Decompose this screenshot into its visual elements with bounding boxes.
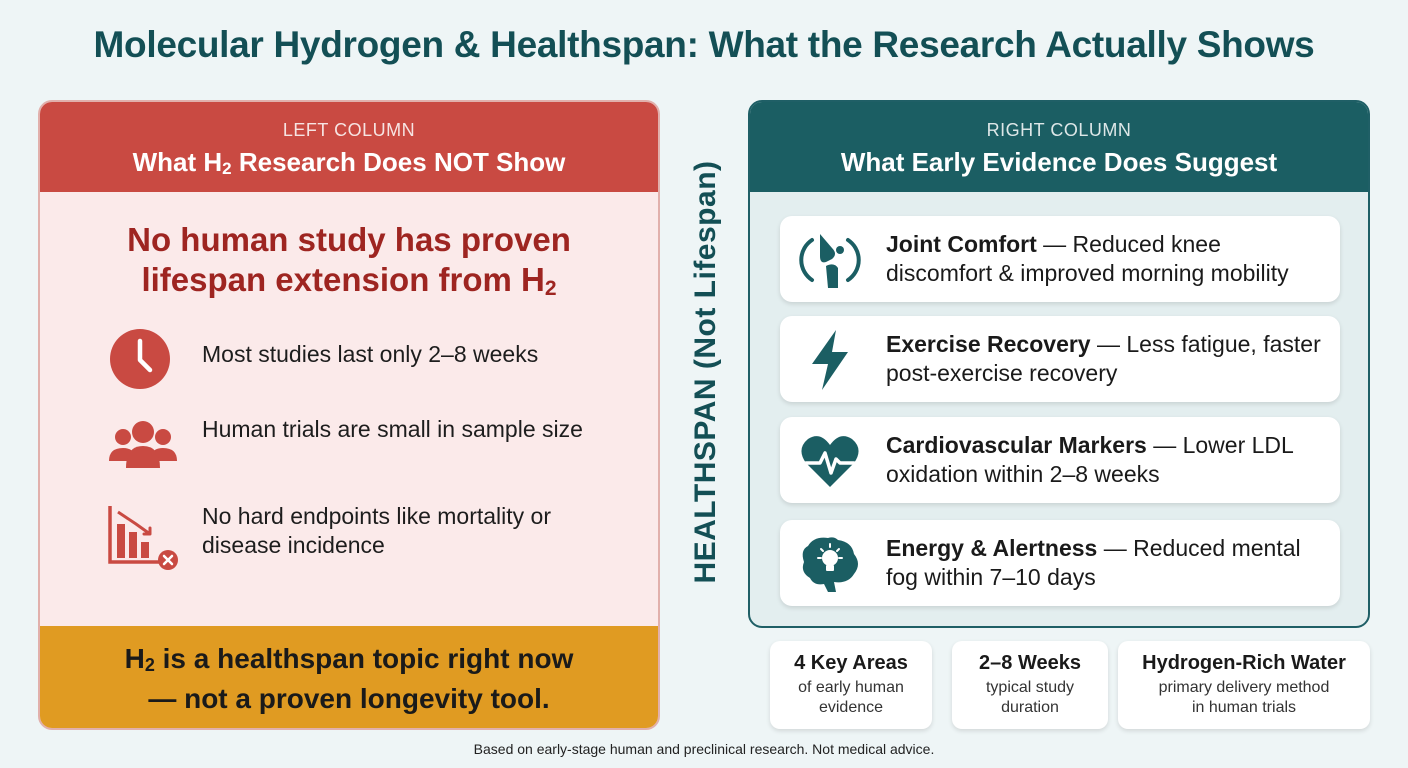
left-column-title: What H2 Research Does NOT Show bbox=[132, 147, 566, 178]
stat-caption: primary delivery method in human trials bbox=[1158, 679, 1330, 716]
clock-icon bbox=[110, 329, 170, 389]
evidence-card-text: Exercise Recovery — Less fatigue, faster… bbox=[886, 331, 1321, 386]
evidence-card: Exercise Recovery — Less fatigue, faster… bbox=[780, 316, 1340, 402]
stat-value: Hydrogen-Rich Water bbox=[1142, 652, 1346, 674]
stat-caption: typical study duration bbox=[985, 679, 1075, 716]
evidence-card-text: Energy & Alertness — Reduced mental fog … bbox=[886, 535, 1301, 590]
left-footer: H2 is a healthspan topic right now — not… bbox=[40, 626, 658, 728]
evidence-card: Energy & Alertness — Reduced mental fog … bbox=[780, 520, 1340, 606]
brain-lightbulb-icon bbox=[802, 537, 858, 592]
footnote: Based on early-stage human and preclinic… bbox=[473, 741, 935, 757]
left-panel: LEFT COLUMN What H2 Research Does NOT Sh… bbox=[38, 100, 660, 730]
stat-card: 2–8 Weeks typical study duration bbox=[952, 641, 1108, 729]
left-item: Human trials are small in sample size bbox=[106, 415, 626, 485]
left-column-label: LEFT COLUMN bbox=[282, 120, 416, 140]
left-header: LEFT COLUMN What H2 Research Does NOT Sh… bbox=[40, 102, 658, 192]
knee-joint-icon bbox=[799, 234, 861, 288]
evidence-card: Cardiovascular Markers — Lower LDL oxida… bbox=[780, 417, 1340, 503]
right-column-label: RIGHT COLUMN bbox=[986, 120, 1132, 140]
evidence-card-text: Joint Comfort — Reduced knee discomfort … bbox=[886, 231, 1289, 286]
left-item-text: No hard endpoints like mortality or dise… bbox=[202, 503, 551, 558]
evidence-card: Joint Comfort — Reduced knee discomfort … bbox=[780, 216, 1340, 302]
stat-value: 4 Key Areas bbox=[794, 652, 908, 674]
right-header: RIGHT COLUMN What Early Evidence Does Su… bbox=[750, 102, 1368, 192]
healthspan-vertical-label: HEALTHSPAN (Not Lifespan) bbox=[689, 160, 722, 584]
stat-caption: of early human evidence bbox=[798, 679, 904, 716]
left-item-text: Human trials are small in sample size bbox=[202, 416, 583, 442]
left-item: No hard endpoints like mortality or dise… bbox=[106, 502, 626, 572]
left-item-text: Most studies last only 2–8 weeks bbox=[202, 341, 539, 367]
people-group-icon bbox=[109, 421, 177, 468]
declining-chart-x-icon bbox=[108, 506, 178, 570]
heart-pulse-icon bbox=[801, 436, 859, 487]
evidence-card-text: Cardiovascular Markers — Lower LDL oxida… bbox=[886, 432, 1293, 487]
left-headline: No human study has proven lifespan exten… bbox=[127, 221, 571, 300]
stat-value: 2–8 Weeks bbox=[979, 652, 1081, 674]
lightning-bolt-icon bbox=[812, 330, 848, 390]
stat-card: Hydrogen-Rich Water primary delivery met… bbox=[1118, 641, 1370, 729]
right-column-title: What Early Evidence Does Suggest bbox=[840, 147, 1278, 177]
left-item: Most studies last only 2–8 weeks bbox=[106, 324, 626, 394]
page-title: Molecular Hydrogen & Healthspan: What th… bbox=[93, 24, 1315, 65]
stat-card: 4 Key Areas of early human evidence bbox=[770, 641, 932, 729]
right-panel: RIGHT COLUMN What Early Evidence Does Su… bbox=[748, 100, 1370, 628]
